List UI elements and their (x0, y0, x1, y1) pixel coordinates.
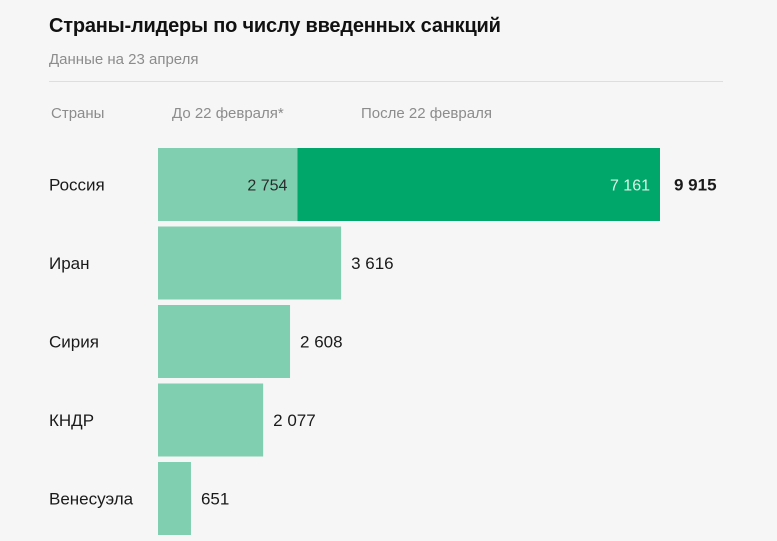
total-label: 2 608 (300, 333, 343, 352)
bar-before (158, 226, 342, 300)
bar-before (158, 462, 191, 535)
total-label: 651 (201, 490, 229, 509)
category-label: КНДР (49, 411, 94, 430)
chart-title: Страны-лидеры по числу введенных санкций (49, 15, 501, 37)
total-label: 9 915 (674, 176, 717, 195)
chart-subtitle: Данные на 23 апреля (49, 51, 199, 68)
bar-before (158, 383, 264, 457)
bar-before (158, 148, 298, 221)
segment-label-after: 7 161 (610, 178, 650, 195)
bar-after (297, 148, 660, 221)
column-header-before: До 22 февраля* (172, 105, 284, 122)
category-label: Иран (49, 254, 90, 273)
total-label: 2 077 (273, 411, 316, 430)
column-header-after: После 22 февраля (361, 105, 492, 122)
bar-before (158, 305, 291, 378)
header-divider (49, 81, 723, 82)
segment-label-before: 2 754 (247, 178, 287, 195)
total-label: 3 616 (351, 254, 394, 273)
column-header-countries: Страны (51, 105, 105, 122)
category-label: Россия (49, 176, 105, 195)
category-label: Сирия (49, 333, 99, 352)
category-label: Венесуэла (49, 490, 134, 509)
